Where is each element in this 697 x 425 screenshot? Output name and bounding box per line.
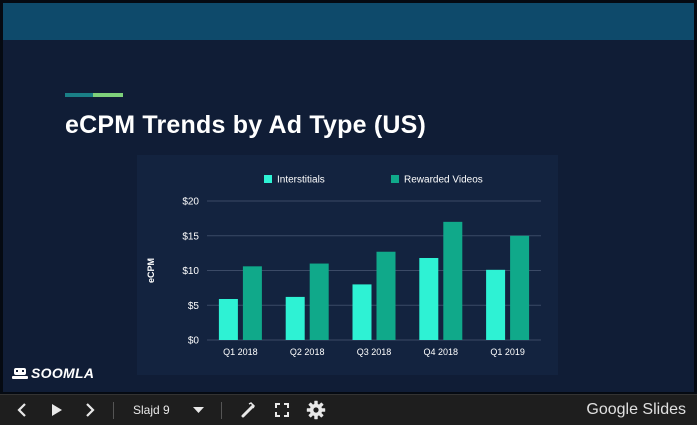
slide-select-dropdown[interactable] (190, 395, 206, 425)
legend-label: Rewarded Videos (404, 175, 483, 186)
x-tick-label: Q2 2018 (290, 347, 325, 357)
y-tick-label: $15 (182, 231, 199, 242)
laser-pointer-icon (241, 402, 255, 418)
slide: eCPM Trends by Ad Type (US) $0 $5 $10 $15 $2… (3, 3, 694, 392)
bar-rewarded-videos (376, 251, 396, 340)
x-tick-label: Q4 2018 (424, 347, 459, 357)
previous-slide-button[interactable] (12, 395, 32, 425)
legend-label: Interstitials (277, 175, 325, 186)
legend-swatch (264, 175, 272, 183)
soomla-logo: SOOMLA (12, 365, 94, 381)
y-tick-label: $0 (188, 336, 200, 347)
gear-icon (306, 400, 326, 420)
soomla-logo-icon (12, 367, 28, 379)
bar-chart: $0 $5 $10 $15 $20 eCPM Q1 2018 Q2 2018 Q3 2018 Q4… (137, 155, 558, 375)
settings-button[interactable] (305, 395, 327, 425)
play-icon (52, 404, 62, 416)
legend-swatch (391, 175, 399, 183)
bar-interstitials (419, 257, 439, 340)
y-tick-label: $5 (188, 301, 200, 312)
y-tick-label: $10 (182, 266, 199, 277)
bar-interstitials (352, 284, 372, 340)
chart-svg: $0 $5 $10 $15 $20 eCPM Q1 2018 Q2 2018 Q3 2018 Q4… (146, 175, 541, 357)
x-tick-label: Q3 2018 (357, 347, 392, 357)
play-button[interactable] (46, 395, 68, 425)
toolbar-divider (113, 402, 114, 419)
bar-rewarded-videos (510, 235, 530, 340)
fullscreen-button[interactable] (272, 395, 292, 425)
bar-rewarded-videos (443, 221, 463, 340)
google-slides-brand: Google Slides (586, 401, 686, 418)
title-accent-bar (65, 93, 123, 97)
fullscreen-icon (275, 403, 289, 417)
chevron-right-icon (86, 403, 95, 417)
slide-number-label[interactable]: Slajd 9 (133, 403, 170, 417)
y-axis-label: eCPM (146, 258, 156, 283)
y-tick-label: $20 (182, 197, 199, 208)
x-tick-label: Q1 2018 (223, 347, 258, 357)
slide-title: eCPM Trends by Ad Type (US) (65, 111, 427, 139)
bar-rewarded-videos (309, 263, 329, 340)
logo-text: SOOMLA (31, 365, 95, 381)
chevron-left-icon (17, 403, 26, 417)
toolbar-divider (221, 402, 222, 419)
caret-down-icon (192, 406, 204, 413)
bar-interstitials (285, 296, 305, 340)
presentation-toolbar: Slajd 9 (0, 394, 697, 425)
bar-interstitials (218, 298, 238, 340)
laser-pointer-button[interactable] (238, 395, 258, 425)
bar-rewarded-videos (242, 266, 262, 340)
x-tick-label: Q1 2019 (490, 347, 525, 357)
next-slide-button[interactable] (80, 395, 100, 425)
slide-header-band (3, 3, 694, 40)
bar-interstitials (486, 269, 506, 340)
